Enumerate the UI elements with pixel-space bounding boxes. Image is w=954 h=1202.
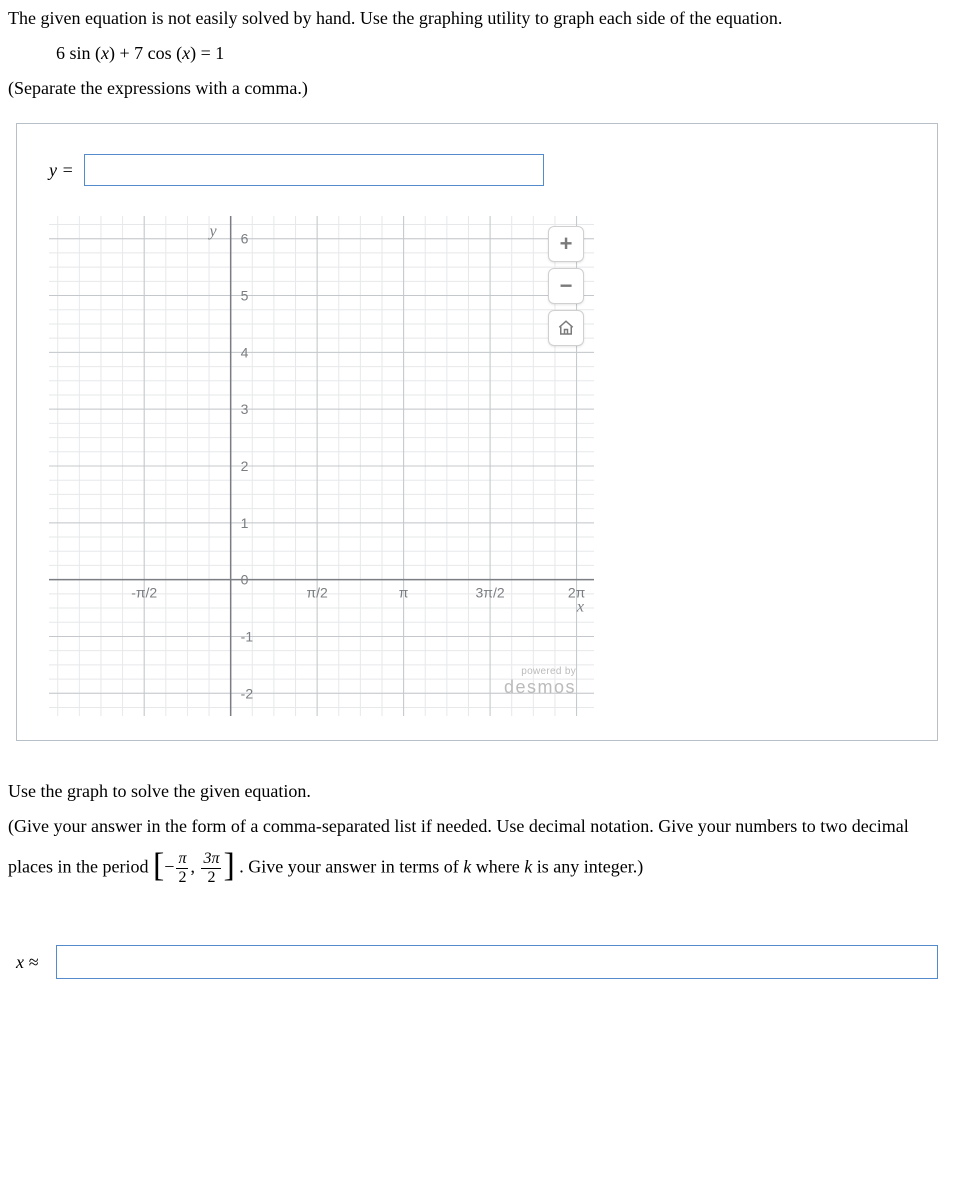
answer-input[interactable] [56, 945, 938, 979]
zoom-out-button[interactable]: − [548, 268, 584, 304]
svg-text:5: 5 [241, 288, 249, 304]
svg-text:4: 4 [241, 344, 249, 360]
svg-text:π/2: π/2 [306, 585, 328, 601]
x-approx-label: x ≈ [16, 952, 38, 973]
svg-text:1: 1 [241, 515, 249, 531]
home-icon [557, 319, 575, 337]
equation: 6 sin (x) + 7 cos (x) = 1 [56, 43, 946, 64]
brand-desmos: desmos [504, 677, 576, 698]
zoom-in-button[interactable]: + [548, 226, 584, 262]
svg-text:3: 3 [241, 401, 249, 417]
svg-text:y: y [208, 223, 218, 240]
brand-powered-by: powered by [504, 666, 576, 677]
separate-note: (Separate the expressions with a comma.) [8, 78, 946, 99]
use-graph-text: Use the graph to solve the given equatio… [8, 781, 938, 802]
expression-input[interactable] [84, 154, 544, 186]
home-button[interactable] [548, 310, 584, 346]
svg-text:-1: -1 [241, 628, 254, 644]
svg-text:π: π [399, 585, 409, 601]
svg-text:2: 2 [241, 458, 249, 474]
graph-area[interactable]: -2-10123456-π/2π/2π3π/22πyx + − powered … [49, 216, 594, 716]
y-equals-label: y = [49, 160, 74, 181]
svg-text:6: 6 [241, 231, 249, 247]
svg-text:-π/2: -π/2 [131, 585, 157, 601]
desmos-brand: powered by desmos [504, 666, 576, 698]
svg-text:x: x [576, 599, 584, 616]
svg-text:3π/2: 3π/2 [476, 585, 505, 601]
graph-panel: y = -2-10123456-π/2π/2π3π/22πyx + − powe… [16, 123, 938, 741]
svg-text:-2: -2 [241, 685, 254, 701]
problem-intro: The given equation is not easily solved … [8, 8, 946, 29]
answer-format-text: (Give your answer in the form of a comma… [8, 812, 938, 895]
svg-text:0: 0 [241, 572, 249, 588]
